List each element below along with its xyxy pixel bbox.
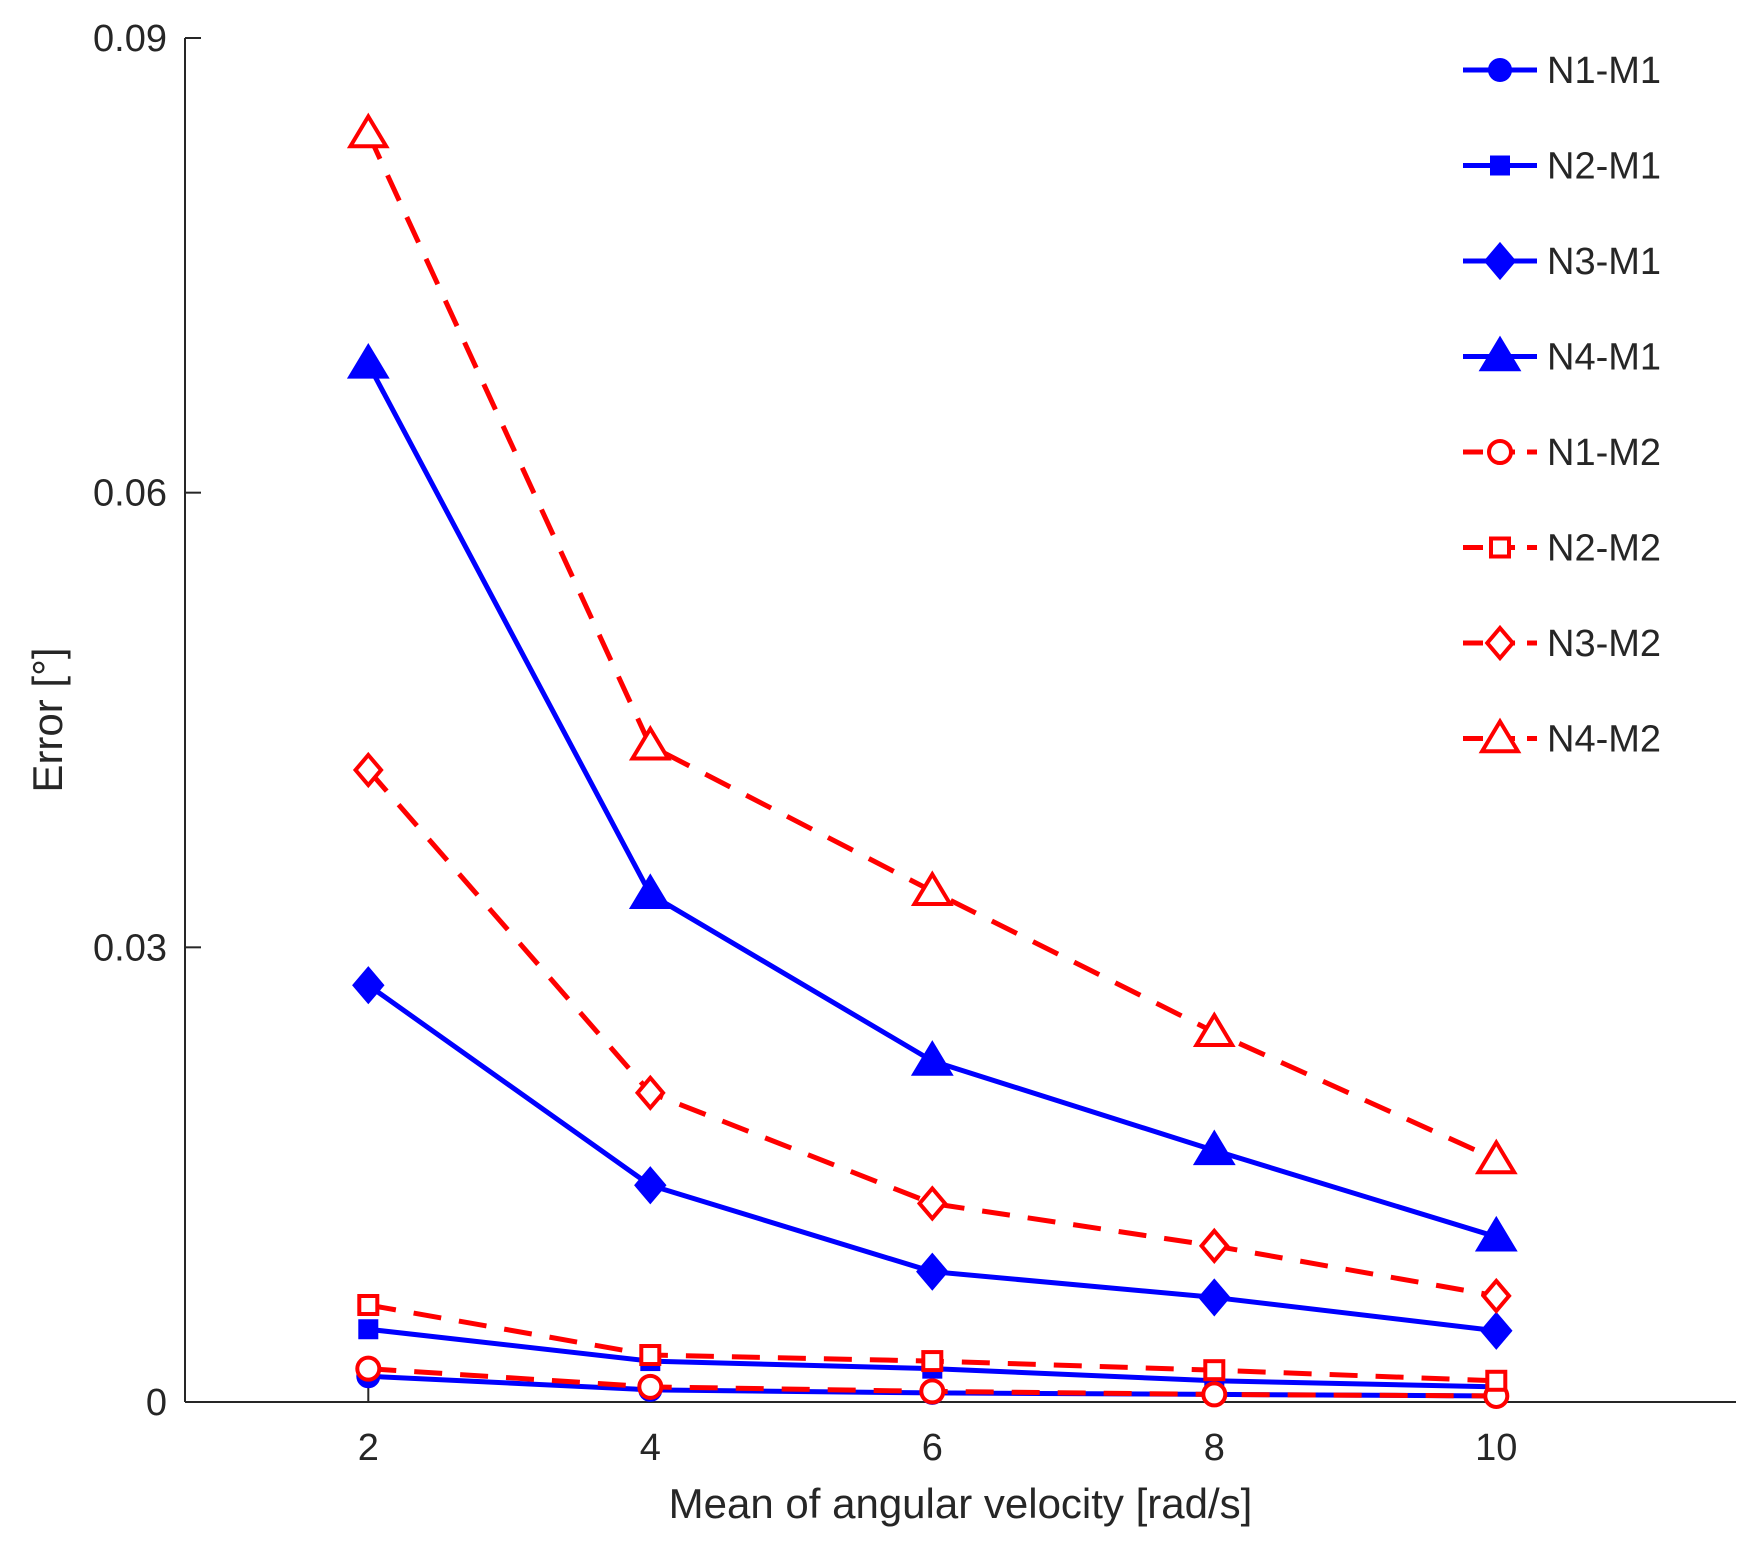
legend-item: N2-M1 (1463, 146, 1661, 188)
x-tick-label: 4 (640, 1427, 661, 1469)
y-tick-label: 0.09 (93, 18, 167, 60)
y-tick-label: 0.03 (93, 927, 167, 969)
series-line (366, 132, 1498, 1162)
data-point (916, 1185, 948, 1222)
data-point (910, 1040, 954, 1076)
legend-marker (1483, 241, 1517, 281)
data-point (1480, 1311, 1513, 1350)
legend-item: N4-M2 (1463, 717, 1661, 761)
data-point (1480, 1277, 1512, 1314)
data-point (1198, 1227, 1230, 1264)
legend-item: N2-M2 (1463, 528, 1661, 570)
series-N4-M2 (346, 112, 1518, 1175)
data-point (352, 751, 384, 789)
data-point (919, 1378, 946, 1405)
legend-marker (1490, 155, 1510, 176)
data-point (1192, 1129, 1236, 1166)
series-N4-M1 (346, 342, 1518, 1252)
legend-marker (1478, 335, 1522, 372)
legend-item: N3-M2 (1463, 623, 1661, 665)
data-point (639, 1344, 662, 1367)
x-tick-label: 8 (1204, 1427, 1225, 1469)
plot-series (346, 112, 1518, 1409)
data-point (634, 1074, 666, 1111)
legend-label: N2-M2 (1547, 528, 1661, 570)
data-point (637, 1373, 664, 1400)
data-point (1474, 1215, 1518, 1252)
legend-item: N4-M1 (1463, 335, 1661, 379)
series-N2-M2 (357, 1294, 1508, 1392)
legend-marker (1489, 536, 1511, 559)
legend-label: N4-M1 (1547, 337, 1661, 379)
legend-marker (1484, 624, 1516, 662)
x-tick-label: 10 (1475, 1427, 1517, 1469)
legend-label: N4-M2 (1547, 719, 1661, 761)
x-tick-label: 6 (922, 1427, 943, 1469)
data-point (1198, 1278, 1231, 1317)
data-point (910, 870, 954, 907)
data-point (1203, 1359, 1226, 1382)
legend-marker (1487, 439, 1513, 465)
legend-item: N1-M1 (1463, 50, 1661, 92)
legend-marker (1488, 58, 1512, 82)
x-tick-label: 2 (358, 1427, 379, 1469)
data-point (346, 342, 390, 379)
data-point (921, 1350, 944, 1373)
data-point (352, 966, 385, 1005)
data-point (916, 1252, 949, 1291)
legend-label: N3-M2 (1547, 623, 1661, 665)
data-point (628, 724, 672, 761)
legend-item: N1-M2 (1463, 432, 1661, 474)
legend-marker (1478, 717, 1522, 754)
data-point (1474, 1138, 1518, 1175)
data-point (628, 873, 672, 910)
legend-label: N1-M2 (1547, 432, 1661, 474)
data-point (346, 112, 390, 149)
legend-item: N3-M1 (1463, 241, 1661, 283)
series-N3-M2 (352, 751, 1512, 1314)
legend-label: N1-M1 (1547, 50, 1661, 92)
data-point (634, 1166, 667, 1205)
data-point (1192, 1011, 1236, 1047)
y-axis-label: Error [°] (24, 647, 71, 792)
data-point (355, 1355, 382, 1382)
series-line (366, 768, 1497, 1299)
data-point (358, 1319, 379, 1340)
data-point (1485, 1369, 1508, 1392)
y-tick-label: 0.06 (93, 473, 167, 515)
data-point (1201, 1381, 1228, 1408)
legend: N1-M1 N2-M1 N3-M1 N4-M1 N1-M2 N2-M2 N3-M2 N4-M2 (1463, 50, 1661, 761)
data-point (357, 1294, 380, 1317)
series-N1-M2 (355, 1355, 1510, 1409)
y-tick-label: 0 (146, 1382, 167, 1424)
series-N3-M1 (352, 966, 1513, 1350)
legend-label: N3-M1 (1547, 241, 1661, 283)
legend-label: N2-M1 (1547, 146, 1661, 188)
x-axis-label: Mean of angular velocity [rad/s] (669, 1480, 1253, 1527)
